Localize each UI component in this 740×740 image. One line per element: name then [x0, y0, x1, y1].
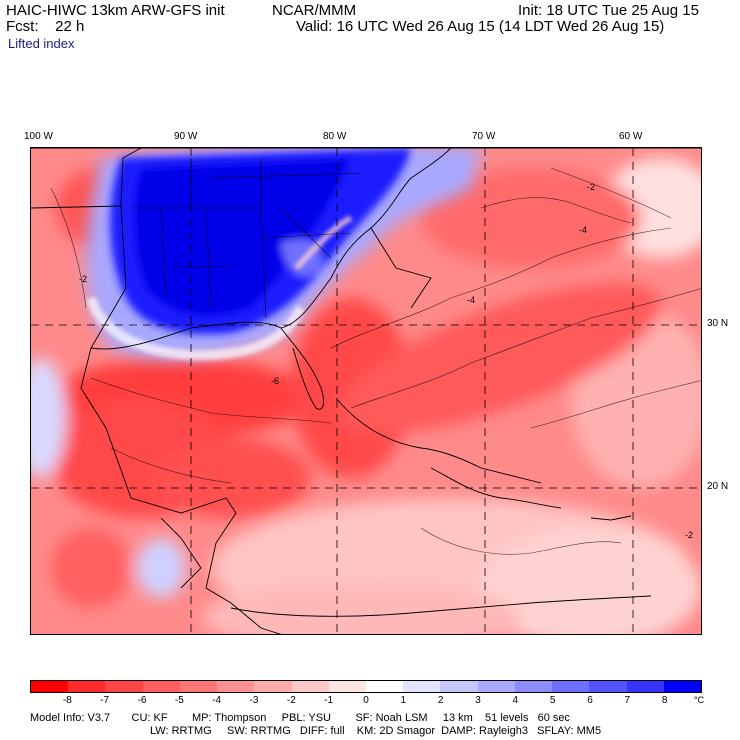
color-legend-labels: -8 -7 -6 -5 -4 -3 -2 -1 0 1 2 3 4 5 6 7 8 [30, 695, 702, 707]
valid-time: Valid: 16 UTC Wed 26 Aug 15 (14 LDT Wed … [296, 18, 665, 35]
contour-label-group: -2 -4 -6 -2 -4 -2 [79, 182, 693, 540]
contour-label: -2 [685, 530, 693, 540]
init-time: Init: 18 UTC Tue 25 Aug 15 [518, 2, 699, 19]
lon-label-60w: 60 W [619, 131, 643, 142]
model-info-line-1: Model Info: V3.7 CU: KF MP: Thompson PBL… [30, 712, 571, 724]
legend-label: -4 [212, 695, 222, 706]
legend-swatch [105, 681, 143, 692]
legend-swatch [477, 681, 515, 692]
legend-swatch [365, 681, 404, 692]
legend-swatch [31, 681, 69, 692]
legend-swatch [291, 681, 329, 692]
color-legend-bar [30, 680, 702, 693]
legend-label: -6 [137, 695, 147, 706]
legend-swatch [217, 681, 255, 692]
contour-label: -4 [579, 225, 587, 235]
stable-edge [86, 215, 353, 361]
legend-label: 1 [400, 695, 407, 706]
legend-swatch [328, 681, 366, 692]
contour-label: -6 [271, 376, 279, 386]
legend-swatch [552, 681, 590, 692]
org-label: NCAR/MMM [272, 2, 357, 19]
legend-label: -5 [174, 695, 184, 706]
legend-label: 0 [363, 695, 369, 706]
legend-swatch [663, 681, 701, 692]
legend-swatch [440, 681, 478, 692]
contour-lines [50, 167, 701, 555]
legend-swatch [514, 681, 553, 692]
legend-swatch [626, 681, 664, 692]
lon-label-80w: 80 W [323, 131, 347, 142]
field-name: Lifted index [8, 36, 75, 51]
title: HAIC-HIWC 13km ARW-GFS init [6, 2, 225, 19]
lon-label-90w: 90 W [174, 131, 198, 142]
forecast-hour: Fcst: 22 h [6, 18, 85, 35]
legend-label: -7 [100, 695, 110, 706]
lon-label-100w: 100 W [24, 131, 53, 142]
legend-label: -3 [249, 695, 259, 706]
state-borders [131, 158, 362, 319]
legend-label: 3 [475, 695, 481, 706]
legend-swatch [403, 681, 441, 692]
legend-label: -8 [62, 695, 72, 706]
stable-core [110, 148, 412, 335]
lifted-index-map: -2 -4 -6 -2 -4 -2 [30, 147, 702, 635]
lon-label-70w: 70 W [472, 131, 496, 142]
lat-label-20n: 20 N [707, 481, 729, 492]
legend-label: -1 [324, 695, 334, 706]
legend-unit: °C [694, 695, 705, 705]
legend-label: 5 [549, 695, 556, 706]
legend-label: -2 [286, 695, 296, 706]
lat-lon-grid [31, 148, 701, 634]
legend-label: 8 [661, 695, 668, 706]
coastlines [31, 148, 701, 634]
model-info-line-2: LW: RRTMG SW: RRTMG DIFF: full KM: 2D Sm… [150, 725, 602, 737]
map-canvas: -2 -4 -6 -2 -4 -2 [31, 148, 701, 634]
legend-swatch [142, 681, 180, 692]
contour-label: -2 [587, 182, 595, 192]
legend-swatch [589, 681, 627, 692]
contour-label: -2 [79, 274, 87, 284]
legend-label: 6 [587, 695, 593, 706]
contour-label: -4 [467, 295, 475, 305]
legend-swatch [68, 681, 106, 692]
legend-label: 4 [512, 695, 519, 706]
legend-label: 7 [624, 695, 631, 706]
lat-label-30n: 30 N [707, 318, 729, 329]
legend-label: 2 [437, 695, 444, 706]
legend-swatch [254, 681, 292, 692]
legend-swatch [179, 681, 218, 692]
